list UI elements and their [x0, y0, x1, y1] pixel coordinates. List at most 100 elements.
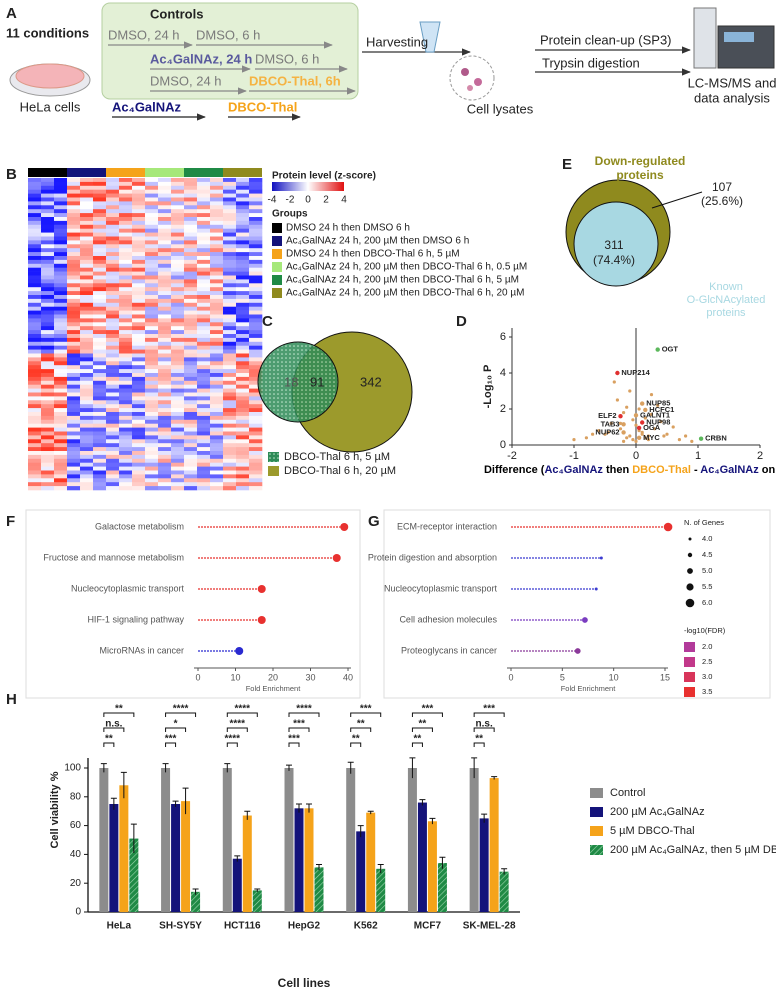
heat-cell [54, 185, 68, 190]
heat-cell [171, 252, 185, 257]
error-bar [130, 823, 137, 853]
x-axis-label-part: DBCO-Thal [632, 464, 691, 476]
heat-cell [184, 197, 198, 202]
heat-cell [93, 213, 107, 218]
venn-count: 311 [604, 238, 623, 252]
heat-cell [236, 458, 250, 463]
heat-cell [119, 380, 133, 385]
bar [109, 804, 119, 912]
heat-cell [236, 248, 250, 253]
heat-cell [41, 232, 55, 237]
heat-cell [132, 365, 146, 370]
heat-cell [210, 185, 224, 190]
heat-cell [197, 244, 211, 249]
heat-cell [119, 458, 133, 463]
heat-cell [171, 369, 185, 374]
heat-cell [132, 334, 146, 339]
heat-cell [119, 392, 133, 397]
venn-title: Down-regulated [595, 154, 686, 168]
heat-cell [236, 330, 250, 335]
heat-cell [184, 318, 198, 323]
heat-cell [171, 400, 185, 405]
heat-cell [171, 466, 185, 471]
heat-cell [93, 373, 107, 378]
heat-cell [106, 482, 120, 487]
heat-cell [80, 310, 94, 315]
heat-cell [132, 322, 146, 327]
heat-cell [41, 412, 55, 417]
heat-cell [93, 232, 107, 237]
heat-cell [249, 220, 263, 226]
heat-cell [28, 435, 42, 440]
heat-cell [249, 451, 263, 456]
heat-cell [171, 240, 185, 245]
heat-cell [132, 458, 146, 463]
heat-cell [197, 337, 211, 343]
heat-cell [106, 240, 120, 245]
heat-cell [119, 326, 133, 331]
heat-cell [28, 178, 42, 183]
heat-cell [184, 314, 198, 319]
heat-cell [54, 197, 68, 202]
heat-cell [197, 470, 211, 475]
heat-cell [145, 291, 159, 296]
significance-label: ** [475, 734, 483, 745]
bar [427, 821, 437, 912]
heat-cell [54, 302, 68, 307]
heat-cell [132, 220, 146, 226]
heat-cell [184, 353, 198, 358]
category-label: Cell adhesion molecules [399, 614, 497, 624]
heat-cell [223, 357, 237, 362]
heat-cell [223, 423, 237, 428]
point [665, 432, 669, 436]
heat-cell [197, 252, 211, 257]
heat-cell [223, 330, 237, 335]
heat-cell [158, 256, 172, 261]
heat-cell [80, 415, 94, 421]
heat-cell [184, 279, 198, 284]
group-bar [223, 168, 262, 177]
error-bar [357, 825, 364, 838]
legend-label: DMSO 24 h then DMSO 6 h [286, 223, 410, 234]
x-tick-label: HCT116 [224, 921, 261, 932]
heat-cell [210, 279, 224, 284]
heat-cell [106, 462, 120, 467]
heat-cell [223, 181, 237, 187]
heat-cell [210, 369, 224, 374]
heat-cell [28, 408, 42, 413]
bar [437, 863, 447, 912]
heat-cell [249, 337, 263, 343]
heat-cell [28, 259, 42, 265]
heat-cell [210, 283, 224, 288]
point [631, 418, 635, 422]
heat-cell [80, 178, 94, 183]
heat-cell [197, 466, 211, 471]
heat-cell [223, 256, 237, 261]
error-bar [306, 803, 312, 813]
heat-cell [67, 384, 81, 389]
bar [314, 867, 324, 912]
heat-cell [119, 369, 133, 374]
heat-cell [106, 419, 120, 424]
heat-cell [171, 415, 185, 421]
heat-cell [132, 419, 146, 424]
heat-cell [54, 189, 68, 194]
heat-cell [93, 396, 107, 401]
heat-cell [236, 240, 250, 245]
heat-cell [184, 451, 198, 456]
heat-cell [171, 298, 185, 304]
heat-cell [197, 353, 211, 358]
heat-cell [184, 217, 198, 222]
heat-cell [223, 373, 237, 378]
heat-cell [184, 326, 198, 331]
heat-cell [184, 306, 198, 311]
heat-cell [119, 236, 133, 241]
heat-cell [80, 334, 94, 339]
heat-cell [28, 189, 42, 194]
heat-cell [80, 217, 94, 222]
heat-cell [249, 236, 263, 241]
heat-cell [249, 298, 263, 304]
heat-cell [184, 345, 198, 350]
heat-cell [184, 252, 198, 257]
category-label: ECM-receptor interaction [397, 521, 497, 531]
